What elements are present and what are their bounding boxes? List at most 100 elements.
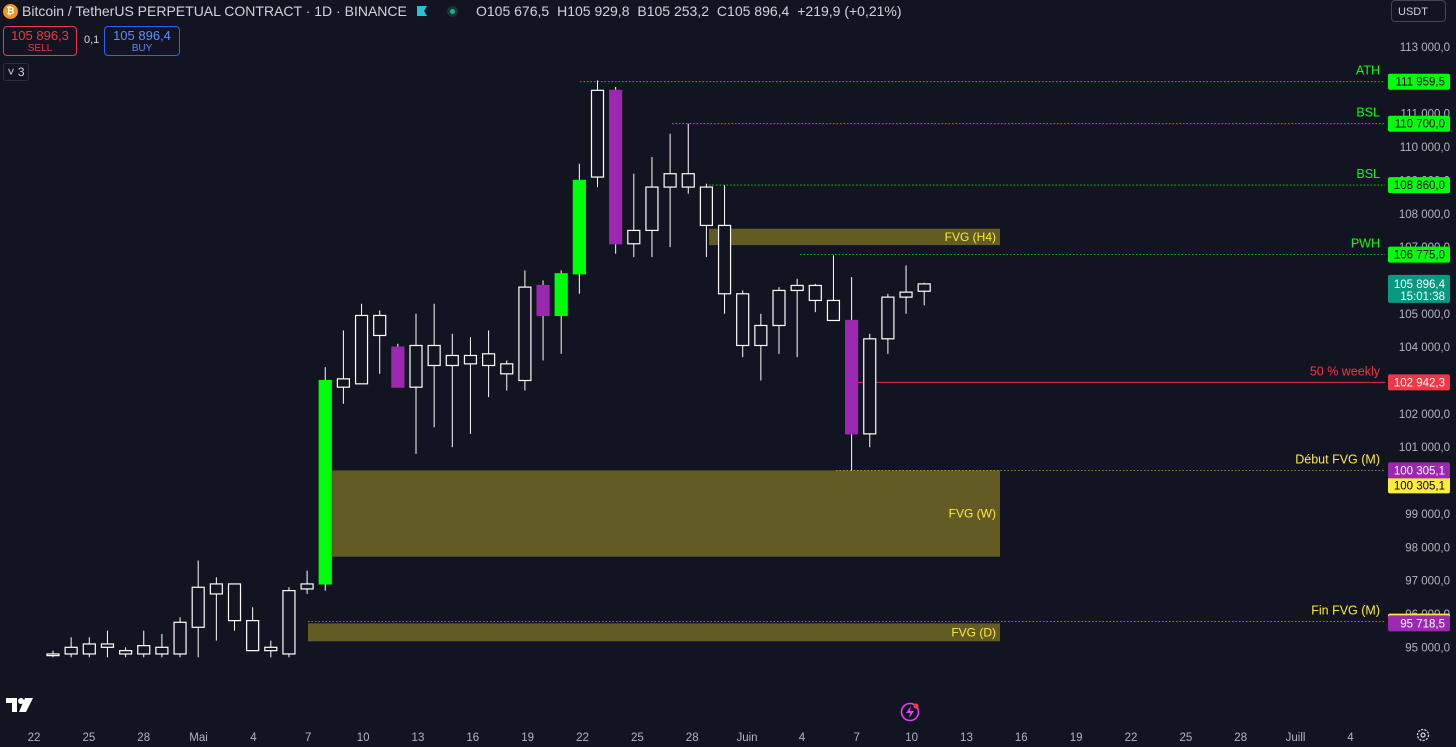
high-value: 105 929,8 [567,3,630,19]
market-status-icon[interactable] [447,6,458,17]
x-tick-label: 22 [1125,732,1138,744]
price-tag [1388,73,1450,90]
x-tick-label: 28 [1234,732,1247,744]
currency-button[interactable]: USDT [1391,0,1446,22]
candle-body [482,353,496,367]
buy-button[interactable]: 105 896,4 BUY [104,26,180,56]
price-tag-text: 102 942,3 [1394,377,1445,389]
candle-body [754,324,768,347]
sell-button[interactable]: 105 896,3 SELL [3,26,77,56]
x-tick-label: 19 [1070,732,1083,744]
close-label: C [716,3,728,19]
x-tick-label: 22 [28,732,41,744]
candle-body [46,653,60,657]
candle-body [100,643,115,648]
x-tick-label: 4 [250,732,257,744]
lightning-icon[interactable] [900,702,920,722]
level-label: ATH [1356,64,1380,78]
x-tick-label: Juill [1286,732,1306,744]
level-label: Fin FVG (M) [1311,604,1380,618]
y-tick-label: 110 000,0 [1400,142,1450,154]
x-tick-label: Mai [189,732,208,744]
candle-body [409,344,423,388]
price-tag-text: 106 775,0 [1394,250,1445,262]
x-tick-label: 10 [905,732,918,744]
flag-icon[interactable] [416,5,428,17]
y-tick-label: 108 000,0 [1399,209,1450,221]
y-tick-label: 102 000,0 [1399,409,1450,421]
candle-body [627,229,641,245]
ohlc-readout: O105 676,5 H105 929,8 B105 253,2 C105 89… [476,3,906,19]
candle-body [227,583,242,622]
candle-body [282,590,296,655]
bitcoin-icon: ₿ [3,4,18,19]
x-tick-label: 25 [631,732,644,744]
y-tick-label: 105 000,0 [1399,309,1450,321]
sell-label: SELL [27,43,53,54]
x-tick-label: 13 [412,732,425,744]
candle-body [772,289,786,327]
close-value: 105 896,4 [727,3,790,19]
chart-header: ₿ Bitcoin / TetherUS PERPETUAL CONTRACT … [0,0,1380,24]
candle-body [663,173,677,188]
candle-body [917,283,931,292]
tradingview-logo[interactable] [5,694,35,714]
price-tag-text: 108 860,0 [1394,180,1445,192]
buy-label: BUY [131,43,153,54]
spread-value: 0,1 [84,34,100,46]
y-tick-label: 95 000,0 [1405,642,1450,654]
price-tag [1388,374,1450,391]
price-tag-text: 100 305,1 [1394,480,1445,492]
fvg-zone [308,623,1000,642]
price-tag-text: 95 718,5 [1400,618,1445,630]
x-tick-label: 10 [357,732,370,744]
countdown-timer: 15:01:38 [1400,291,1445,303]
indicators-collapse-button[interactable]: ˅ 3 [3,63,29,81]
candle-body [209,583,223,595]
gear-icon[interactable] [1415,727,1431,743]
candle-body [790,284,804,292]
level-label: 50 % weekly [1310,364,1381,378]
candle-body [336,378,350,388]
sell-price: 105 896,3 [11,28,69,43]
x-tick-label: 13 [960,732,973,744]
candle-body [82,643,96,655]
price-tag [1388,462,1450,479]
x-tick-label: 19 [521,732,534,744]
last-price-tag [1388,274,1450,303]
candle-body [427,344,441,367]
candle-body [64,646,78,655]
candle-body [264,646,278,652]
level-label: PWH [1351,237,1380,251]
candle-body [554,273,568,317]
x-tick-label: 22 [576,732,589,744]
candle-body [118,650,133,655]
candle-body [445,354,459,367]
candle-body [373,314,387,337]
candle-body [300,583,314,590]
fvg-zone-label: FVG (H4) [945,230,996,244]
last-price-value: 105 896,4 [1394,279,1446,291]
x-tick-label: 16 [466,732,479,744]
chevron-down-icon: ˅ [7,65,15,79]
candle-body [518,286,532,382]
x-tick-label: 16 [1015,732,1028,744]
candle-body [137,645,151,655]
x-tick-label: 25 [1179,732,1192,744]
candle-body [645,186,659,232]
low-label: B [637,3,647,19]
candle-body [699,186,714,227]
candle-body [246,620,260,652]
candle-body [681,173,695,188]
x-tick-label: 7 [854,732,860,744]
price-tag [1388,115,1450,132]
level-label: BSL [1356,167,1380,181]
symbol-title[interactable]: Bitcoin / TetherUS PERPETUAL CONTRACT · … [22,3,407,19]
x-tick-label: 28 [686,732,699,744]
y-tick-label: 104 000,0 [1399,342,1450,354]
candle-body [736,293,750,347]
x-tick-label: 4 [799,732,806,744]
candle-body [590,89,605,178]
candle-body [826,299,841,322]
